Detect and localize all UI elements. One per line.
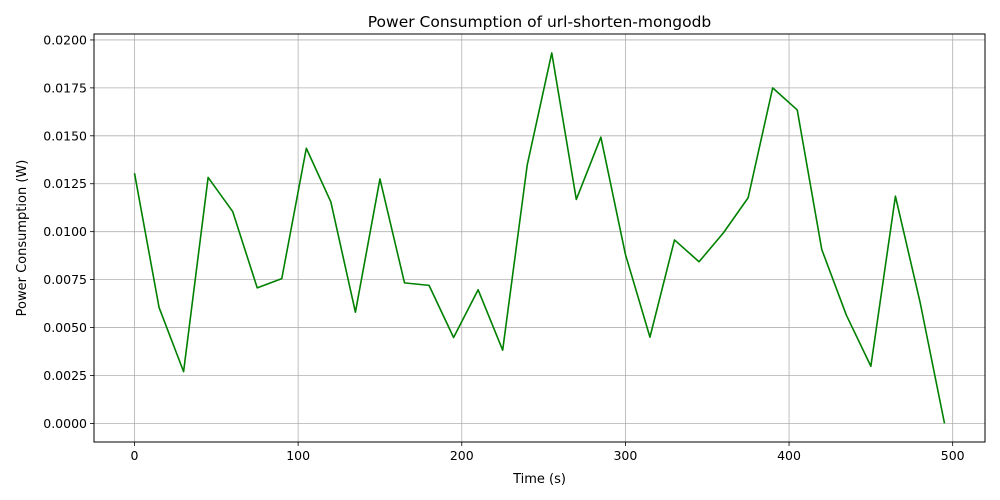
y-tick-label: 0.0000 — [43, 416, 87, 431]
x-tick-label: 100 — [286, 448, 310, 463]
y-tick-label: 0.0050 — [43, 320, 87, 335]
y-tick-label: 0.0075 — [43, 272, 87, 287]
data-series — [133, 52, 946, 424]
chart-title: Power Consumption of url-shorten-mongodb — [368, 13, 712, 31]
x-tick-label: 0 — [131, 448, 139, 463]
y-tick-label: 0.0100 — [43, 224, 87, 239]
axis-ticks: 0 100 200 300 400 500 0.0000 0.0025 0.0050 0.0075… — [43, 32, 964, 463]
x-tick-label: 200 — [450, 448, 474, 463]
y-tick-label: 0.0150 — [43, 128, 87, 143]
x-axis-label: Time (s) — [512, 472, 566, 487]
grid — [94, 34, 985, 442]
y-tick-label: 0.0175 — [43, 80, 87, 95]
x-tick-label: 400 — [777, 448, 801, 463]
y-axis-label: Power Consumption (W) — [15, 160, 30, 317]
power-consumption-line — [133, 52, 946, 424]
x-tick-label: 300 — [613, 448, 637, 463]
y-tick-label: 0.0125 — [43, 176, 87, 191]
y-tick-label: 0.0200 — [43, 32, 87, 47]
x-tick-label: 500 — [941, 448, 965, 463]
plot-frame — [93, 33, 986, 443]
y-tick-label: 0.0025 — [43, 368, 87, 383]
